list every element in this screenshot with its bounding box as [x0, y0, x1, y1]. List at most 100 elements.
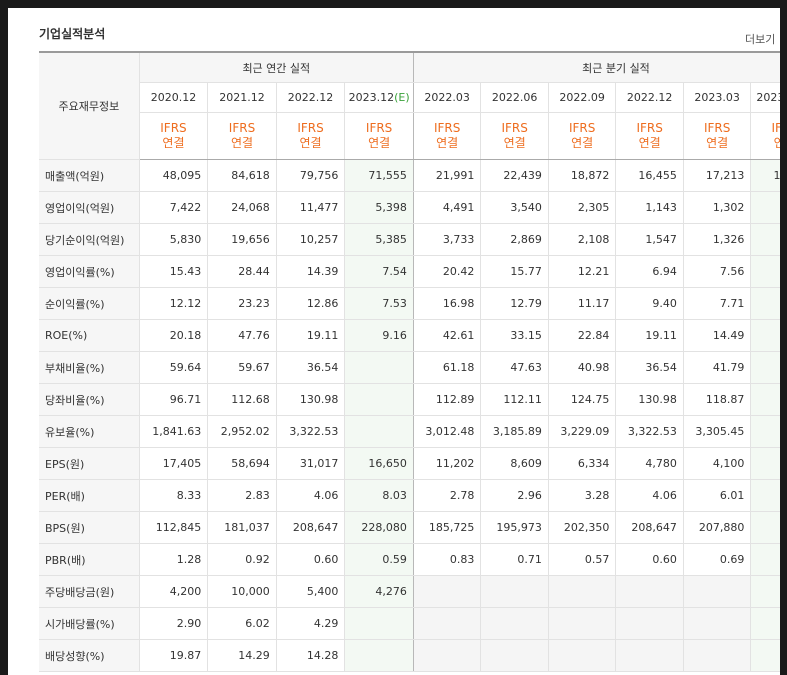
quarter-value-cell	[413, 607, 482, 640]
quarter-value-cell: 118.87	[683, 383, 752, 416]
annual-value-cell: 12.86	[276, 287, 346, 320]
annual-value-cell	[344, 383, 414, 416]
quarter-value-cell: 61.18	[413, 351, 482, 384]
quarter-value-cell: 16,455	[615, 159, 684, 192]
quarter-value-cell: 37.28	[750, 479, 780, 512]
consolidated-label: 연결	[503, 136, 526, 150]
quarter-value-cell: 6.01	[683, 479, 752, 512]
annual-value-cell: 12.12	[139, 287, 209, 320]
annual-value-cell: 0.60	[276, 543, 346, 576]
ifrs-label: IFRS	[771, 121, 781, 135]
annual-value-cell: 17,405	[139, 447, 209, 480]
quarter-value-cell: 22.84	[548, 319, 617, 352]
quarter-value-cell	[615, 639, 684, 672]
consolidated-label: 연결	[162, 136, 185, 150]
annual-value-cell: 14.39	[276, 255, 346, 288]
quarter-value-cell: 124.75	[548, 383, 617, 416]
quarter-value-cell	[480, 575, 549, 608]
quarter-value-cell: 22,439	[480, 159, 549, 192]
annual-value-cell: 19.11	[276, 319, 346, 352]
quarter-value-cell: 3,185.89	[480, 415, 549, 448]
annual-value-cell: 84,618	[207, 159, 277, 192]
annual-value-cell: 19.87	[139, 639, 209, 672]
ifrs-label: IFRS	[703, 121, 731, 135]
quarter-value-cell: 195,973	[480, 511, 549, 544]
annual-value-cell: 10,257	[276, 223, 346, 256]
quarter-value-cell: 1,326	[683, 223, 752, 256]
period-label: 2023.06	[756, 91, 780, 104]
more-link[interactable]: 더보기	[745, 33, 776, 46]
quarter-value-cell: 207,880	[683, 511, 752, 544]
quarter-value-cell: 11.17	[548, 287, 617, 320]
table-row: 주당배당금(원) 4,200 10,000 5,400 4,276	[39, 575, 780, 608]
annual-value-cell: 2,952.02	[207, 415, 277, 448]
row-label: ROE(%)	[39, 319, 140, 352]
quarter-value-cell: 1,143	[615, 191, 684, 224]
table-row: EPS(원) 17,405 58,694 31,017 16,650 11,202 8,60…	[39, 447, 780, 480]
annual-value-cell: 2.90	[139, 607, 209, 640]
quarter-value-cell: 3,229.09	[548, 415, 617, 448]
quarter-value-cell: 2,108	[548, 223, 617, 256]
annual-value-cell	[344, 607, 414, 640]
period-label: 2022.06	[491, 91, 538, 104]
quarter-value-cell: 208,647	[615, 511, 684, 544]
row-label: 시가배당률(%)	[39, 607, 140, 640]
quarter-value-cell: 1,302	[683, 191, 752, 224]
quarter-value-cell: 18,872	[548, 159, 617, 192]
annual-value-cell	[344, 351, 414, 384]
annual-value-cell: 0.59	[344, 543, 414, 576]
quarter-value-cell: 3,305.45	[683, 415, 752, 448]
quarter-period-header: 2023.03	[683, 82, 752, 113]
row-label: EPS(원)	[39, 447, 140, 480]
ifrs-label: IFRS	[365, 121, 393, 135]
annual-value-cell: 8.03	[344, 479, 414, 512]
quarter-value-cell: 2.78	[413, 479, 482, 512]
period-label: 2022.12	[287, 91, 334, 104]
quarter-value-cell	[750, 543, 780, 576]
period-label: 2022.03	[424, 91, 470, 104]
annual-value-cell: 36.54	[276, 351, 346, 384]
annual-value-cell: 31,017	[276, 447, 346, 480]
quarter-value-cell: 1,547	[615, 223, 684, 256]
quarter-value-cell: 6.94	[615, 255, 684, 288]
quarter-value-cell: 0.60	[615, 543, 684, 576]
quarter-value-cell: 2.96	[480, 479, 549, 512]
quarter-value-cell: 0.71	[480, 543, 549, 576]
quarter-value-cell: 20.42	[413, 255, 482, 288]
quarter-value-cell: 3,012.48	[413, 415, 482, 448]
quarter-value-cell: 7.56	[683, 255, 752, 288]
annual-period-header: 2022.12	[276, 82, 346, 113]
ifrs-label: IFRS	[568, 121, 596, 135]
quarter-value-cell	[480, 607, 549, 640]
table-row: 배당성향(%) 19.87 14.29 14.28	[39, 639, 780, 672]
quarter-value-cell	[750, 511, 780, 544]
quarter-value-cell	[413, 575, 482, 608]
page-frame: 기업실적분석 더보기 주요재무정보 최근 연간 실적 최근 분기 실적 2020…	[8, 8, 780, 675]
period-label: 2023.03	[694, 91, 740, 104]
quarter-period-header: 2022.03	[413, 82, 482, 113]
annual-period-header: 2020.12	[139, 82, 209, 113]
table-row: PER(배) 8.33 2.83 4.06 8.03 2.78 2.96 3.28 4.06 6.…	[39, 479, 780, 512]
table-row: BPS(원) 112,845 181,037 208,647 228,080 185,72…	[39, 511, 780, 544]
annual-period-header: 2023.12(E)	[344, 82, 414, 113]
quarter-value-cell	[615, 607, 684, 640]
annual-value-cell: 4,200	[139, 575, 209, 608]
quarter-value-cell: 0.83	[413, 543, 482, 576]
quarter-period-header: 2022.09	[548, 82, 617, 113]
quarter-value-cell: 41.79	[683, 351, 752, 384]
table-row: 매출액(억원) 48,095 84,618 79,756 71,555 21,991 22,…	[39, 159, 780, 192]
row-label: PER(배)	[39, 479, 140, 512]
quarter-value-cell: 33.15	[480, 319, 549, 352]
quarter-value-cell: 6.68	[750, 255, 780, 288]
annual-value-cell: 10,000	[207, 575, 277, 608]
quarter-period-header: 2022.06	[480, 82, 549, 113]
quarter-value-cell	[750, 415, 780, 448]
annual-value-cell: 3,322.53	[276, 415, 346, 448]
consolidated-label: 연결	[706, 136, 729, 150]
annual-value-cell: 5,398	[344, 191, 414, 224]
quarter-value-cell: 3,540	[480, 191, 549, 224]
table-row: 영업이익(억원) 7,422 24,068 11,477 5,398 4,491 3,540…	[39, 191, 780, 224]
